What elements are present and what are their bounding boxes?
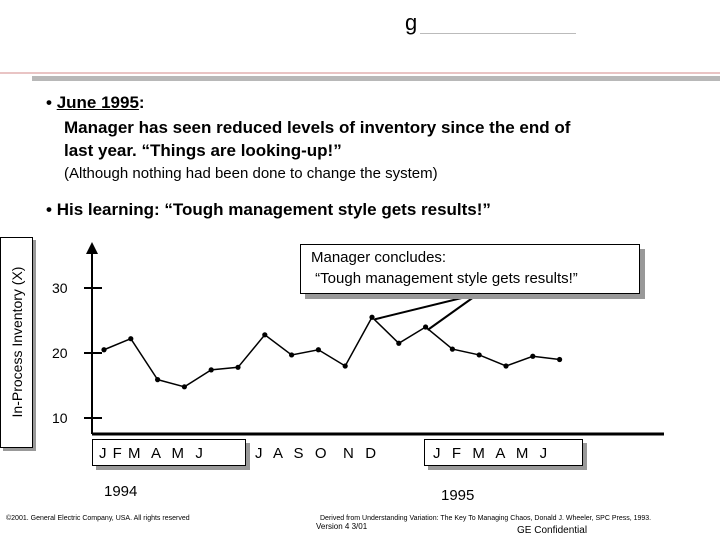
data-point	[342, 363, 348, 369]
bullet-june-1995: • June 1995:	[46, 93, 145, 113]
data-point	[476, 352, 482, 358]
footer-copyright: ©2001. General Electric Company, USA. Al…	[6, 515, 190, 522]
data-point	[208, 367, 214, 373]
data-point	[530, 353, 536, 359]
bullet-note: (Although nothing had been done to chang…	[64, 165, 438, 182]
month-labels-1994-first-half: J F M A M J	[99, 445, 204, 462]
bullet-dot: •	[46, 200, 57, 219]
footer-version: Version 4 3/01	[316, 522, 368, 531]
y-axis-label-box	[0, 237, 33, 448]
bullet-date-suffix: :	[138, 93, 145, 112]
manager-conclusion-callout: Manager concludes: “Tough management sty…	[300, 244, 640, 294]
callout-pointer-nov	[374, 293, 479, 321]
data-point	[449, 346, 455, 352]
inventory-series-line	[103, 316, 560, 388]
callout-line-2: “Tough management style gets results!”	[311, 270, 578, 287]
footer-source: Derived from Understanding Variation: Th…	[320, 515, 652, 522]
data-point	[315, 347, 321, 353]
data-point	[101, 347, 107, 353]
year-label-1995: 1995	[441, 487, 475, 504]
callout-line-1: Manager concludes:	[311, 249, 447, 266]
data-point	[155, 377, 161, 383]
y-tick-label: 20	[52, 345, 68, 361]
bullet-date-label: June 1995	[56, 93, 139, 112]
data-point	[262, 332, 268, 338]
bullet-learning-text: His learning: “Tough management style ge…	[56, 200, 491, 219]
title-underline	[420, 33, 576, 34]
bullet-body-line-2: last year. “Things are looking-up!”	[64, 141, 342, 160]
y-tick-label: 10	[52, 410, 68, 426]
footer-confidential: GE Confidential	[517, 525, 588, 536]
header-divider-red	[0, 72, 720, 74]
data-point	[181, 384, 187, 390]
months-1994-box	[92, 439, 246, 466]
data-point	[289, 352, 295, 358]
data-point	[235, 364, 241, 370]
data-point	[128, 336, 134, 342]
month-labels-1994-second-half: J A S O N D	[255, 445, 378, 462]
months-1995-box	[424, 439, 583, 466]
bullet-body-line-1: Manager has seen reduced levels of inven…	[64, 118, 571, 137]
callout-pointer-jan	[427, 293, 479, 331]
data-point	[557, 356, 563, 363]
page-title-fragment: g	[405, 10, 418, 35]
data-point	[396, 340, 402, 346]
data-point	[503, 363, 509, 369]
month-labels-1995: J F M A M J	[433, 445, 549, 462]
y-tick-label: 30	[52, 280, 68, 296]
bullet-learning: • His learning: “Tough management style …	[46, 200, 491, 220]
header-divider-grey	[32, 76, 720, 81]
bullet-dot: •	[46, 93, 57, 112]
y-axis-arrow	[86, 242, 98, 254]
data-point	[369, 314, 375, 320]
year-label-1994: 1994	[104, 483, 138, 500]
data-point	[423, 324, 429, 330]
